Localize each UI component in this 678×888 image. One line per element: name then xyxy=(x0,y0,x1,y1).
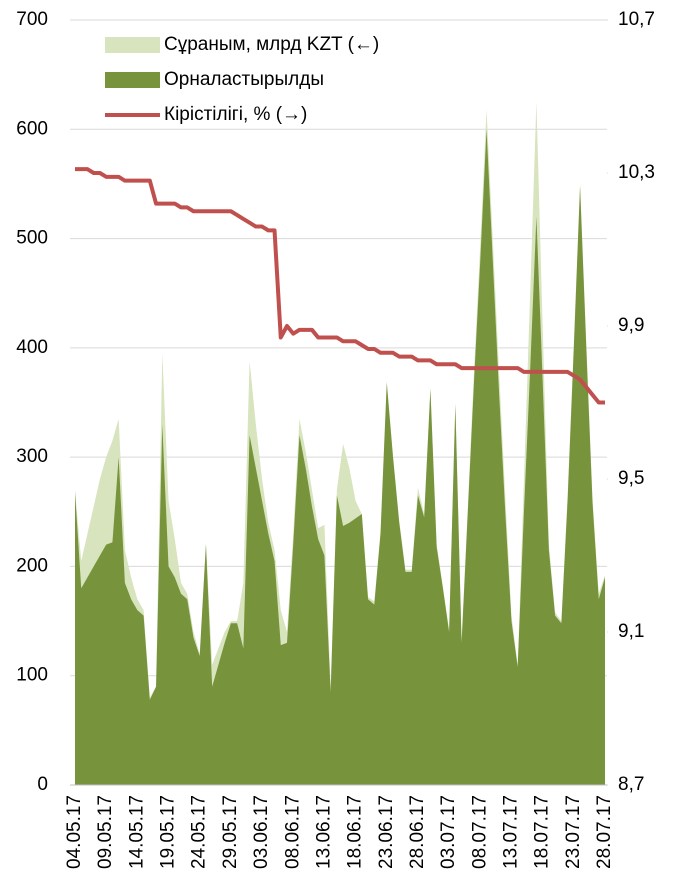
line xyxy=(75,167,605,405)
x-tick-label: 03.07.17 xyxy=(438,795,459,869)
x-tick-label: 18.06.17 xyxy=(345,795,366,869)
y2-tick-label: 9,1 xyxy=(618,621,644,642)
x-tick-label: 09.05.17 xyxy=(95,795,116,869)
y-tick-label: 200 xyxy=(16,555,48,576)
x-tick-label: 23.06.17 xyxy=(376,795,397,869)
legend-label: Орналастырылды xyxy=(164,69,324,90)
x-tick-label: 19.05.17 xyxy=(158,795,179,869)
y2-tick-label: 8,7 xyxy=(618,774,644,795)
x-tick-label: 18.07.17 xyxy=(532,795,553,869)
x-tick-label: 04.05.17 xyxy=(64,795,85,869)
x-tick-label: 13.07.17 xyxy=(500,795,521,869)
x-tick-label: 03.06.17 xyxy=(251,795,272,869)
x-tick-label: 13.06.17 xyxy=(313,795,334,869)
y2-tick-label: 10,3 xyxy=(618,162,655,183)
area xyxy=(75,129,605,786)
y-tick-label: 0 xyxy=(37,774,48,795)
y2-tick-label: 10,7 xyxy=(618,9,655,30)
x-tick-label: 28.07.17 xyxy=(594,795,615,869)
y-tick-label: 400 xyxy=(16,337,48,358)
legend-label: Кірістілігі, % (→) xyxy=(164,104,307,125)
y-tick-label: 700 xyxy=(16,9,48,30)
y-tick-label: 600 xyxy=(16,118,48,139)
x-tick-label: 08.06.17 xyxy=(282,795,303,869)
legend-swatch xyxy=(105,37,160,53)
y2-tick-label: 9,5 xyxy=(618,468,644,489)
legend-label: Сұраным, млрд KZT (←) xyxy=(164,34,379,55)
x-tick-label: 08.07.17 xyxy=(469,795,490,869)
x-tick-label: 23.07.17 xyxy=(563,795,584,869)
legend-swatch xyxy=(105,72,160,88)
x-tick-label: 14.05.17 xyxy=(126,795,147,869)
y-tick-label: 500 xyxy=(16,228,48,249)
x-tick-label: 28.06.17 xyxy=(407,795,428,869)
y-tick-label: 100 xyxy=(16,665,48,686)
x-tick-label: 24.05.17 xyxy=(189,795,210,869)
y2-tick-label: 9,9 xyxy=(618,315,644,336)
x-tick-label: 29.05.17 xyxy=(220,795,241,869)
y-tick-label: 300 xyxy=(16,446,48,467)
